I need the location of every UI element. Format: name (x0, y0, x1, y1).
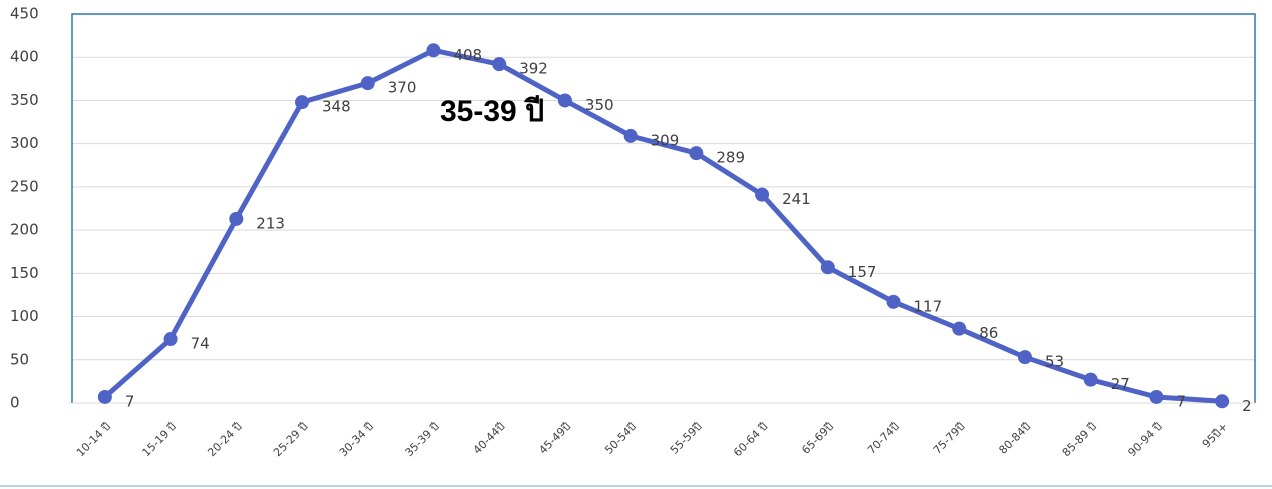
data-label: 157 (848, 263, 877, 281)
x-tick-label: 10-14 ปี (74, 420, 113, 459)
y-tick-label: 0 (10, 394, 20, 412)
x-tick-label: 15-19 ปี (140, 420, 179, 459)
x-tick-label: 65-69ปี (799, 420, 836, 457)
marker (97, 389, 112, 404)
x-tick-label: 55-59ปี (668, 420, 705, 457)
data-label: 2 (1242, 397, 1252, 415)
marker (360, 76, 375, 91)
data-label: 408 (453, 46, 482, 64)
x-tick-label: 60-64 ปี (731, 420, 770, 459)
x-tick-label: 40-44ปี (471, 420, 508, 457)
y-tick-label: 400 (10, 48, 39, 66)
x-tick-label: 70-74ปี (865, 420, 902, 457)
y-tick-label: 150 (10, 264, 39, 282)
data-label: 241 (782, 190, 811, 208)
data-label: 370 (388, 79, 417, 97)
line (103, 47, 1223, 404)
y-tick-label: 50 (10, 350, 29, 368)
y-tick-label: 100 (10, 307, 39, 325)
data-label: 309 (651, 131, 680, 149)
marker (295, 95, 310, 110)
y-tick-label: 200 (10, 221, 39, 239)
marker (886, 294, 901, 309)
data-label: 350 (585, 96, 614, 114)
y-tick-label: 450 (10, 5, 39, 23)
marker (689, 146, 704, 161)
x-tick-label: 85-89 ปี (1060, 420, 1099, 459)
y-tick-label: 300 (10, 134, 39, 152)
x-tick-label: 30-34 ปี (337, 420, 376, 459)
marker (426, 43, 441, 58)
marker (492, 57, 507, 72)
data-label: 289 (716, 149, 745, 167)
marker (1017, 350, 1032, 365)
y-tick-label: 350 (10, 91, 39, 109)
marker (755, 187, 770, 202)
data-label: 213 (256, 214, 285, 232)
marker (1215, 394, 1230, 409)
data-label: 7 (1176, 392, 1186, 410)
marker (820, 260, 835, 275)
data-label: 392 (519, 60, 548, 78)
x-tick-label: 80-84ปี (996, 420, 1033, 457)
x-tick-label: 25-29 ปี (271, 420, 310, 459)
data-label: 74 (191, 335, 210, 353)
x-tick-label: 20-24 ปี (205, 420, 244, 459)
annotation: 35-39 ปี (440, 95, 544, 128)
marker (623, 128, 638, 143)
marker (1083, 372, 1098, 387)
y-tick-label: 250 (10, 177, 39, 195)
x-tick-label: 75-79ปี (931, 420, 968, 457)
marker (557, 93, 572, 108)
x-tick-label: 45-49ปี (536, 420, 573, 457)
x-tick-label: 95ปี+ (1200, 420, 1231, 451)
x-tick-label: 35-39 ปี (403, 420, 442, 459)
marker (1149, 389, 1164, 404)
data-label: 117 (914, 297, 943, 315)
marker (229, 211, 244, 226)
data-label: 86 (979, 324, 998, 342)
data-label: 348 (322, 98, 351, 116)
plot-border (71, 13, 1256, 403)
marker (952, 321, 967, 336)
data-label: 7 (125, 392, 135, 410)
x-tick-label: 90-94 ปี (1125, 420, 1164, 459)
marker (163, 332, 178, 347)
data-label: 53 (1045, 353, 1064, 371)
data-label: 27 (1111, 375, 1130, 393)
x-tick-label: 50-54ปี (602, 420, 639, 457)
